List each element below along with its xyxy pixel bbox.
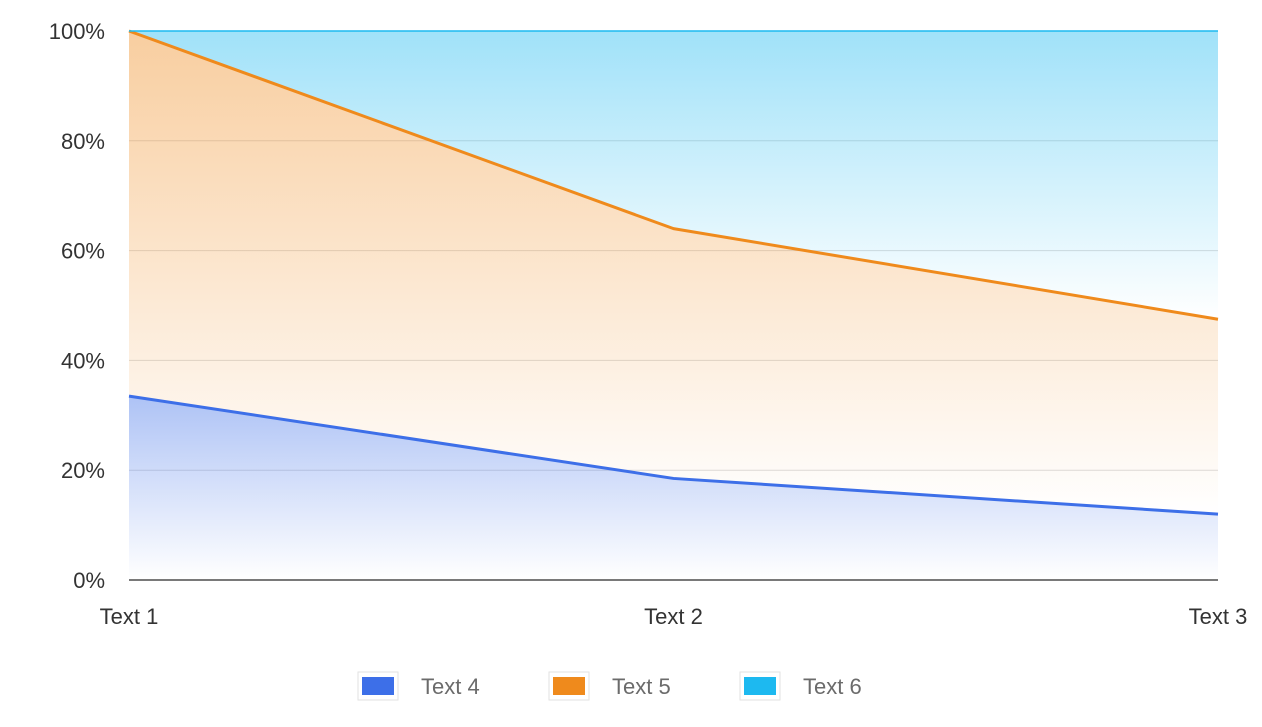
legend-swatch (553, 677, 585, 695)
y-tick-label: 20% (61, 458, 105, 483)
x-tick-label: Text 1 (100, 604, 159, 629)
legend-label: Text 5 (612, 674, 671, 699)
legend-swatch (362, 677, 394, 695)
legend-label: Text 4 (421, 674, 480, 699)
legend-item-text-6[interactable]: Text 6 (739, 671, 862, 701)
series-lines (128, 29, 1219, 516)
legend: Text 4 Text 5 Text 6 (357, 671, 862, 701)
legend-label: Text 6 (803, 674, 862, 699)
y-tick-label: 40% (61, 348, 105, 373)
area-text-5 (129, 31, 1218, 515)
y-tick-label: 100% (49, 19, 105, 44)
y-tick-label: 0% (73, 568, 105, 593)
y-tick-label: 80% (61, 129, 105, 154)
area-fills (129, 31, 1218, 580)
legend-item-text-4[interactable]: Text 4 (357, 671, 480, 701)
area-text-4 (129, 396, 1218, 580)
legend-swatch (744, 677, 776, 695)
axes: 0% 20% 40% 60% 80% 100% Text 1 Text 2 Text 3 (49, 19, 1248, 629)
area-text-6 (129, 31, 1218, 320)
x-tick-label: Text 2 (644, 604, 703, 629)
legend-item-text-5[interactable]: Text 5 (548, 671, 671, 701)
line-text-4 (128, 394, 1219, 516)
y-tick-label: 60% (61, 239, 105, 264)
line-text-5 (128, 29, 1219, 321)
x-tick-label: Text 3 (1189, 604, 1248, 629)
